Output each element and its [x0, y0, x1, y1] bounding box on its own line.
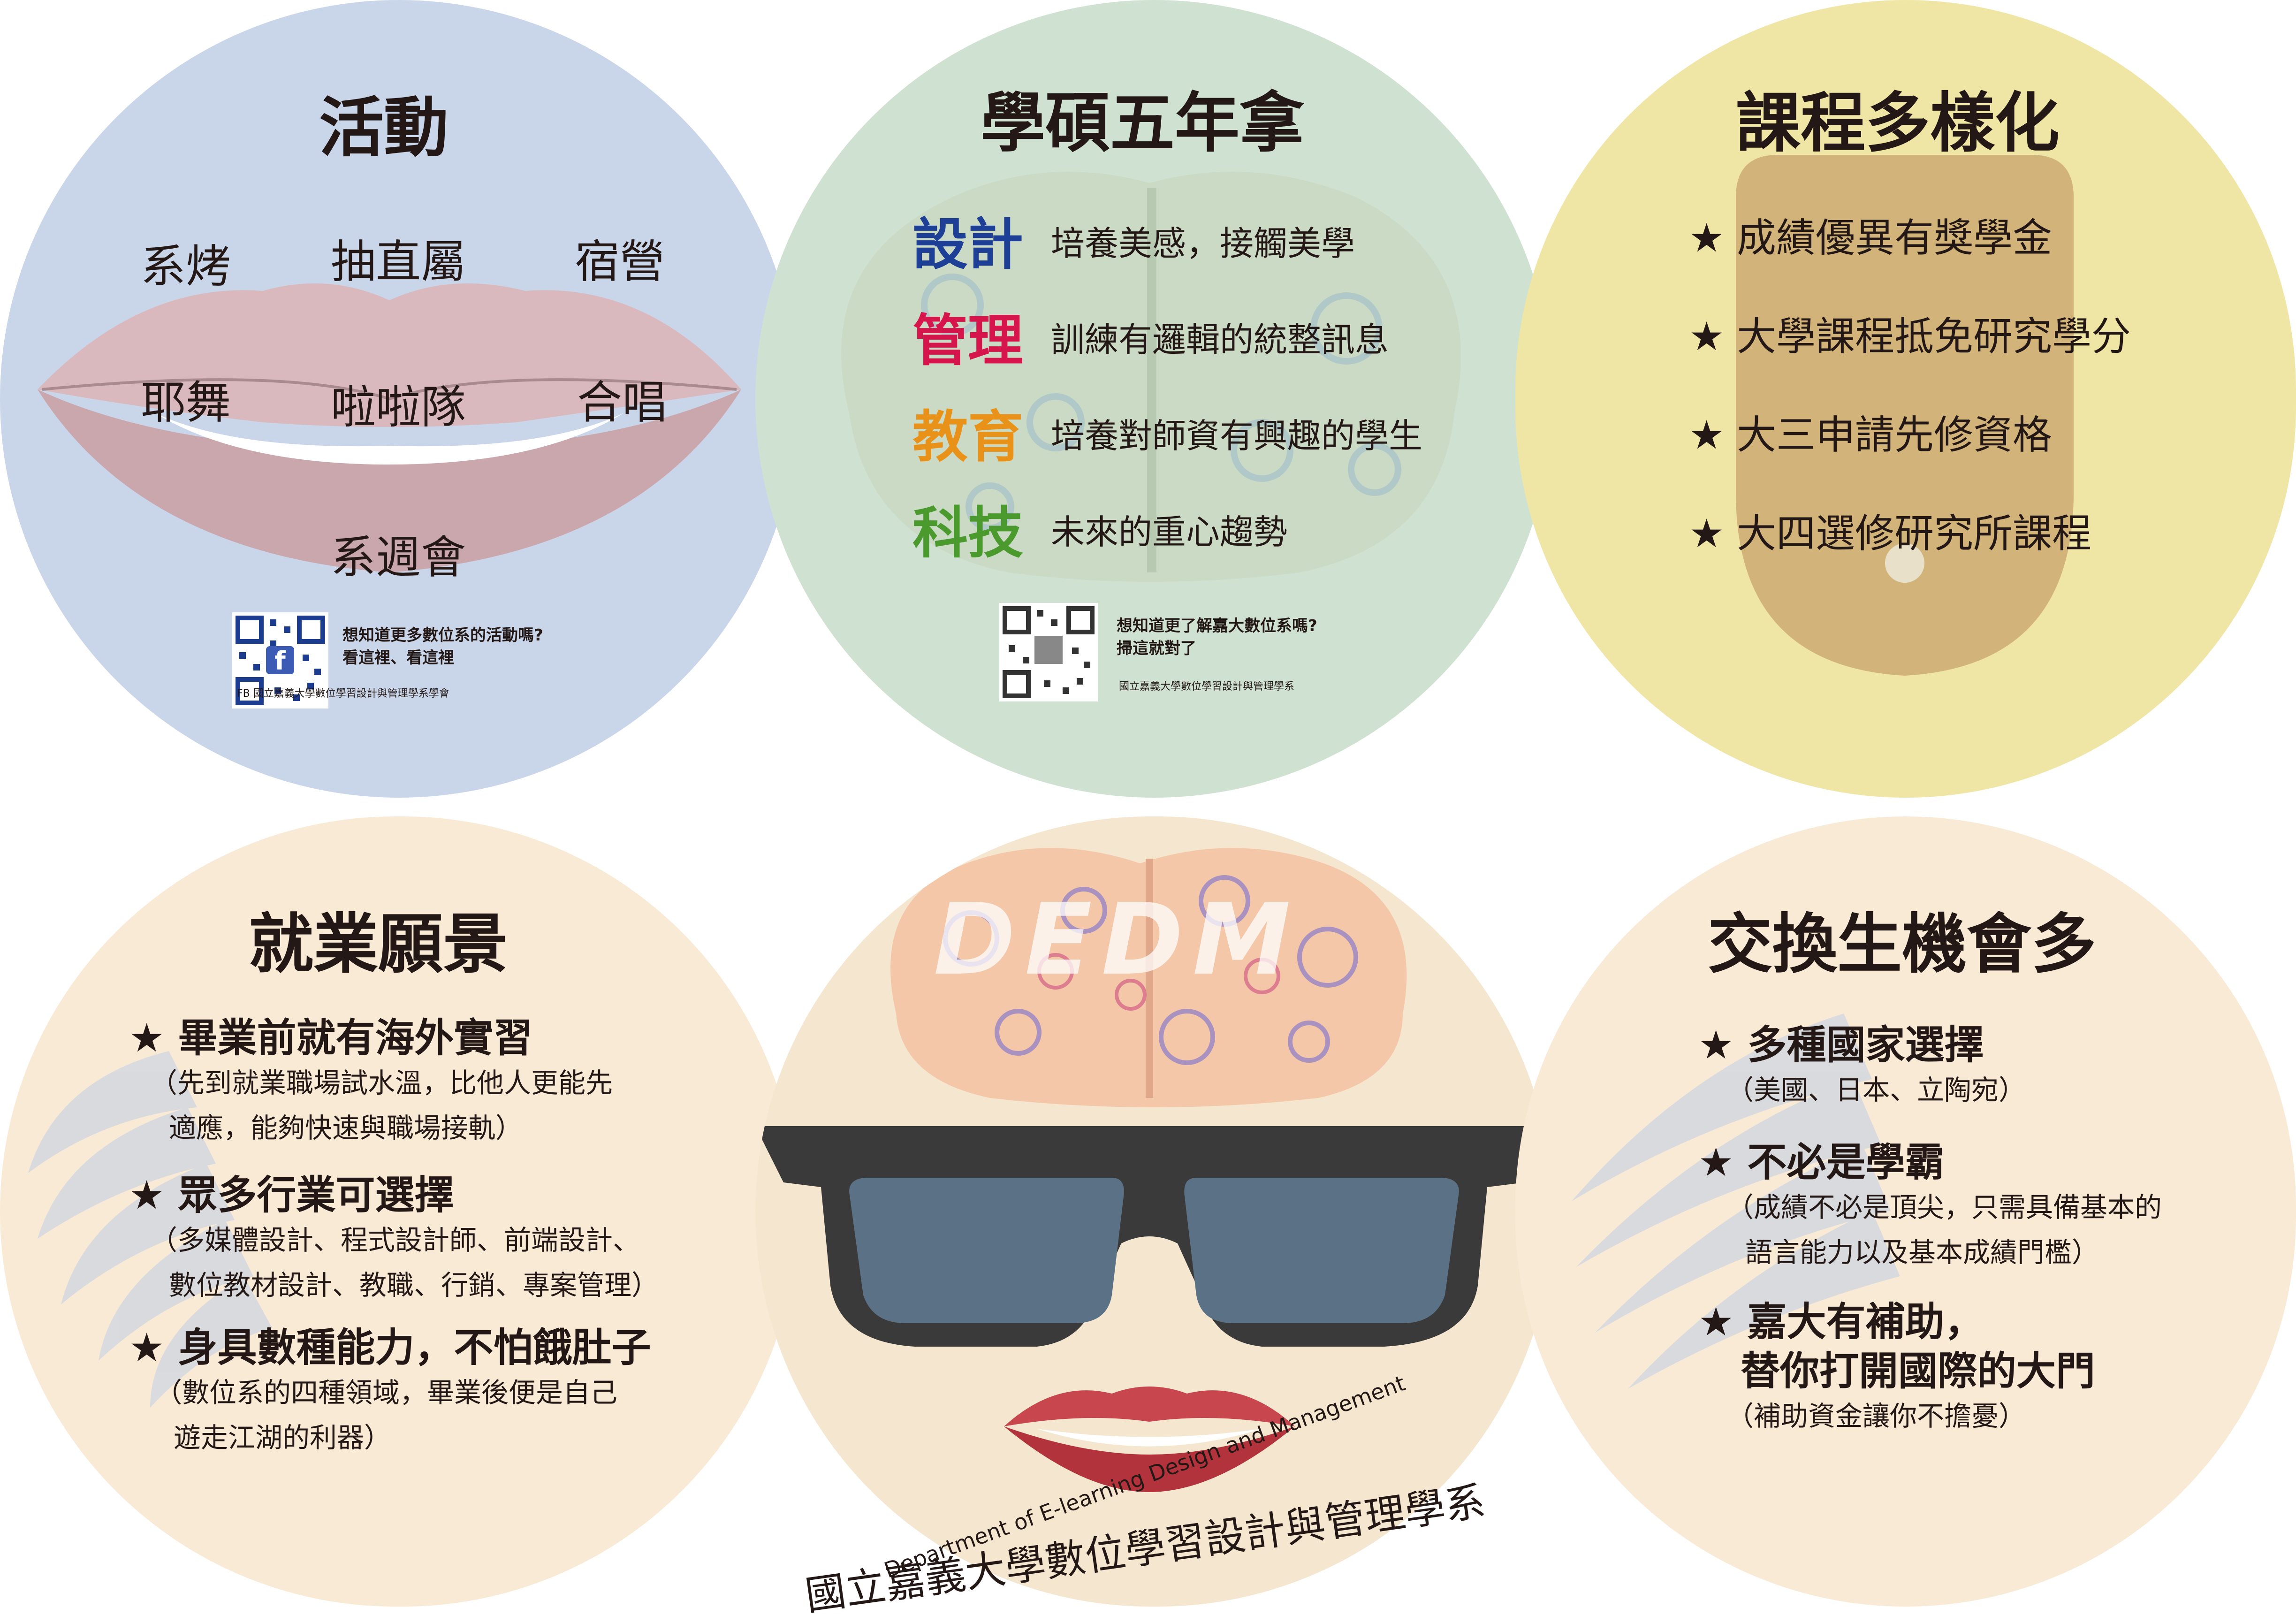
- brain-illustration: [841, 172, 1461, 582]
- category-design-desc: 培養美感，接觸美學: [1051, 224, 1355, 263]
- svg-text:f: f: [274, 646, 286, 676]
- exchange-item-head: ★ 不必是學霸: [1698, 1139, 1945, 1185]
- department-qr-code[interactable]: [999, 603, 1098, 701]
- exchange-title: 交換生機會多: [1708, 907, 2097, 982]
- activity-item: 耶舞: [141, 376, 231, 429]
- activities-qr-caption: FB 國立嘉義大學數位學習設計與管理學系學會: [237, 688, 449, 700]
- activity-item: 系烤: [141, 240, 231, 293]
- dedm-logo: DEDM: [934, 882, 1300, 997]
- tongue-illustration: [1736, 155, 2074, 676]
- course-item: ★ 大三申請先修資格: [1689, 412, 2053, 458]
- activities-qr-text: 想知道更多數位系的活動嗎? 看這裡、看這裡: [342, 626, 543, 667]
- wing-illustration: [1572, 1013, 1900, 1389]
- career-item-sub: （數位系的四種領域，畢業後便是自己 遊走江湖的利器）: [155, 1377, 618, 1454]
- activities-title: 活動: [319, 90, 449, 166]
- exchange-item-head: ★ 嘉大有補助，: [1698, 1299, 1984, 1345]
- exchange-circle: [1515, 816, 2296, 1607]
- degree-circle: [755, 0, 1553, 798]
- degree-qr-caption: 國立嘉義大學數位學習設計與管理學系: [1119, 681, 1295, 693]
- course-item: ★ 成績優異有獎學金: [1689, 215, 2053, 261]
- course-item: ★ 大學課程抵免研究學分: [1689, 313, 2131, 359]
- activity-item: 啦啦隊: [331, 381, 466, 434]
- career-item-head: ★ 眾多行業可選擇: [129, 1172, 454, 1218]
- exchange-item-head-line2: 替你打開國際的大門: [1741, 1348, 2096, 1394]
- activities-circle: [0, 0, 798, 798]
- category-technology: 科技: [912, 501, 1024, 565]
- exchange-item-head: ★ 多種國家選擇: [1698, 1022, 1984, 1068]
- face-illustration: [755, 848, 1553, 1492]
- course-item: ★ 大四選修研究所課程: [1689, 511, 2092, 556]
- career-circle: [0, 816, 798, 1607]
- activity-item: 宿營: [575, 236, 665, 288]
- activity-item: 抽直屬: [331, 236, 466, 288]
- facebook-qr-code[interactable]: f: [232, 612, 328, 709]
- category-technology-desc: 未來的重心趨勢: [1051, 512, 1288, 552]
- category-management: 管理: [912, 308, 1024, 373]
- lips-illustration: [38, 283, 741, 572]
- career-item-head: ★ 身具數種能力，不怕餓肚子: [129, 1325, 651, 1371]
- exchange-item-sub: （補助資金讓你不擔憂）: [1726, 1400, 2026, 1432]
- degree-qr-text: 想知道更了解嘉大數位系嗎? 掃這就對了: [1117, 617, 1317, 658]
- activity-item: 合唱: [577, 376, 667, 429]
- career-item-sub: （先到就業職場試水溫，比他人更能先 適應，能夠快速與職場接軌）: [150, 1067, 613, 1144]
- category-management-desc: 訓練有邏輯的統整訊息: [1051, 320, 1389, 359]
- career-title: 就業願景: [249, 907, 508, 982]
- wing-illustration: [28, 1051, 272, 1408]
- center-circle: [755, 816, 1553, 1607]
- career-item-sub: （多媒體設計、程式設計師、前端設計、 數位教材設計、教職、行銷、專案管理）: [150, 1224, 659, 1301]
- activity-item: 系週會: [331, 531, 466, 584]
- exchange-item-sub: （美國、日本、立陶宛）: [1726, 1074, 2026, 1106]
- category-education-desc: 培養對師資有興趣的學生: [1051, 416, 1423, 456]
- category-design: 設計: [912, 212, 1024, 277]
- degree-title: 學碩五年拿: [981, 85, 1305, 161]
- courses-circle: [1515, 0, 2296, 798]
- exchange-item-sub: （成績不必是頂尖，只需具備基本的 語言能力以及基本成績門檻）: [1726, 1191, 2162, 1268]
- courses-title: 課程多樣化: [1736, 85, 2060, 161]
- category-education: 教育: [912, 404, 1024, 469]
- career-item-head: ★ 畢業前就有海外實習: [129, 1015, 533, 1061]
